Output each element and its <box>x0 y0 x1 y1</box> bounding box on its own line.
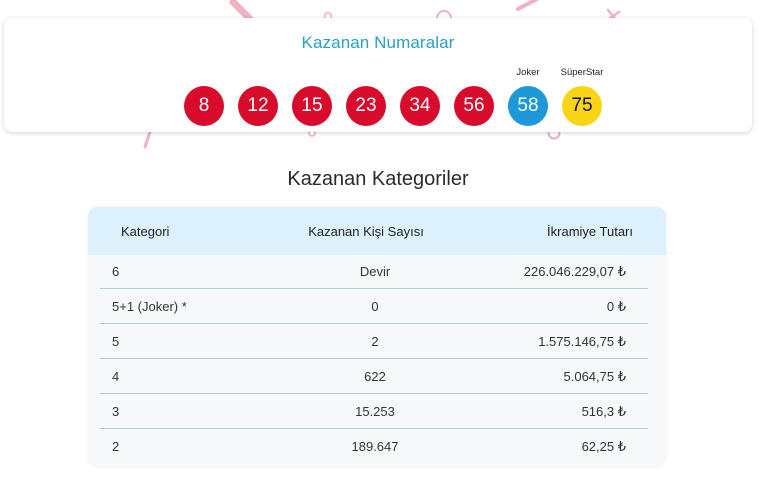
categories-title: Kazanan Kategoriler <box>287 168 469 190</box>
winner-count-cell: 0 <box>371 299 379 314</box>
winning-numbers-title: Kazanan Numaralar <box>301 33 455 52</box>
prize-cell: 5.064,75 ₺ <box>563 369 627 384</box>
winner-count-cell: Devir <box>359 264 391 279</box>
row-divider <box>100 358 648 359</box>
row-divider <box>100 323 648 324</box>
winner-count-cell: 15.253 <box>355 404 395 419</box>
header-winner-count: Kazanan Kişi Sayısı <box>308 224 424 239</box>
category-cell: 4 <box>112 369 120 384</box>
number-ball: 15 <box>292 86 332 126</box>
superstar-label: SüperStar <box>560 67 604 78</box>
winner-count-cell: 189.647 <box>351 439 399 454</box>
table-row: 5 2 1.575.146,75 ₺ <box>100 325 648 359</box>
row-divider <box>100 428 648 429</box>
winner-count-cell: 622 <box>364 369 386 384</box>
prize-cell: 1.575.146,75 ₺ <box>538 334 626 349</box>
row-divider <box>100 393 648 394</box>
category-cell: 6 <box>112 264 120 279</box>
number-ball: 34 <box>400 86 440 126</box>
superstar-ball: 75 <box>562 86 602 126</box>
winner-count-cell: 2 <box>371 334 379 349</box>
category-cell: 5+1 (Joker) * <box>112 299 187 314</box>
number-ball: 56 <box>454 86 494 126</box>
category-cell: 5 <box>112 334 120 349</box>
joker-label: Joker <box>516 67 540 78</box>
prize-cell: 62,25 ₺ <box>581 439 626 454</box>
prize-cell: 226.046.229,07 ₺ <box>523 264 626 279</box>
table-row: 6 Devir 226.046.229,07 ₺ <box>100 255 648 289</box>
header-prize-amount: İkramiye Tutarı <box>547 224 633 239</box>
category-cell: 2 <box>112 439 120 454</box>
category-cell: 3 <box>112 404 120 419</box>
prize-cell: 516,3 ₺ <box>581 404 626 419</box>
categories-table: Kategori Kazanan Kişi Sayısı İkramiye Tu… <box>88 207 666 467</box>
table-row: 2 189.647 62,25 ₺ <box>100 430 648 464</box>
number-ball: 12 <box>238 86 278 126</box>
number-ball: 8 <box>184 86 224 126</box>
table-row: 5+1 (Joker) * 0 0 ₺ <box>100 290 648 324</box>
prize-cell: 0 ₺ <box>606 299 626 314</box>
table-header: Kategori Kazanan Kişi Sayısı İkramiye Tu… <box>88 207 666 255</box>
table-row: 3 15.253 516,3 ₺ <box>100 395 648 429</box>
number-ball: 23 <box>346 86 386 126</box>
joker-ball: 58 <box>508 86 548 126</box>
table-row: 4 622 5.064,75 ₺ <box>100 360 648 394</box>
row-divider <box>100 288 648 289</box>
winning-numbers-card: Kazanan Numaralar 8 12 15 23 34 56 Joker… <box>4 18 752 132</box>
header-category: Kategori <box>121 224 170 239</box>
